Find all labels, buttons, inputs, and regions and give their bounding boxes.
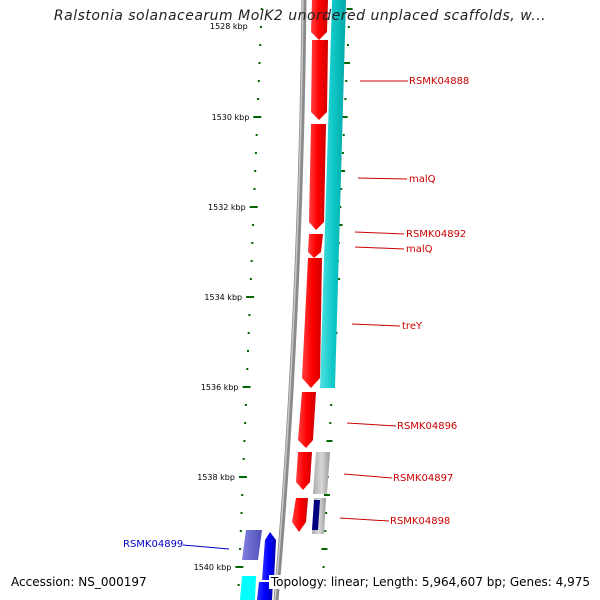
axis-minor-tick bbox=[254, 152, 257, 154]
gene-label-RSMK04896[interactable]: RSMK04896 bbox=[397, 421, 457, 432]
axis-minor-tick bbox=[249, 278, 252, 280]
axis-outer-tick bbox=[341, 116, 348, 118]
axis-major-tick bbox=[242, 386, 251, 388]
axis-outer-tick bbox=[324, 530, 327, 532]
axis-minor-tick bbox=[237, 584, 240, 586]
gene-feature-malQ-1[interactable] bbox=[309, 124, 326, 230]
axis-outer-tick bbox=[323, 494, 330, 496]
axis-minor-tick bbox=[246, 368, 249, 370]
axis-outer-tick bbox=[347, 26, 350, 28]
axis-major-tick bbox=[246, 296, 255, 298]
axis-minor-tick bbox=[250, 260, 253, 262]
axis-outer-tick bbox=[346, 44, 349, 46]
axis-minor-tick bbox=[240, 512, 243, 514]
axis-major-tick bbox=[238, 476, 247, 478]
cds-feature-RSMK04899[interactable] bbox=[240, 576, 256, 600]
sequence-backbone-highlight bbox=[274, 0, 304, 600]
axis-outer-tick bbox=[322, 566, 325, 568]
gene-feature-RSMK04892[interactable] bbox=[308, 234, 323, 258]
gene-feature-RSMK04899-rev[interactable] bbox=[242, 530, 262, 560]
axis-outer-tick bbox=[339, 206, 342, 208]
gene-label-malQ-1[interactable]: malQ bbox=[409, 174, 436, 185]
cds-track bbox=[320, 0, 346, 388]
gene-labels: RSMK04888 malQ RSMK04892 malQ treY RSMK0… bbox=[123, 76, 469, 550]
axis-outer-tick bbox=[321, 548, 328, 550]
axis-minor-tick bbox=[251, 242, 254, 244]
axis-tick-label: 1540 kbp bbox=[194, 563, 232, 572]
axis-outer-tick bbox=[342, 134, 345, 136]
axis-minor-tick bbox=[257, 98, 260, 100]
axis-minor-tick bbox=[239, 548, 242, 550]
axis-minor-tick bbox=[258, 62, 261, 64]
gene-label-treY[interactable]: treY bbox=[402, 321, 423, 332]
axis-minor-tick bbox=[254, 170, 257, 172]
gene-feature-RSMK04899[interactable] bbox=[262, 532, 276, 580]
other-feature-RSMK04897[interactable] bbox=[313, 452, 330, 494]
axis-minor-tick bbox=[252, 224, 255, 226]
axis-minor-tick bbox=[239, 530, 242, 532]
axis-minor-tick bbox=[259, 44, 262, 46]
gene-track bbox=[240, 0, 330, 600]
gene-feature-treY[interactable] bbox=[298, 392, 316, 448]
axis-minor-tick bbox=[241, 494, 244, 496]
gene-label-RSMK04888[interactable]: RSMK04888 bbox=[409, 76, 469, 87]
gene-feature-top[interactable] bbox=[311, 0, 328, 40]
map-title: Ralstonia solanacearum MolK2 unordered u… bbox=[53, 8, 547, 24]
cds-feature[interactable] bbox=[320, 0, 346, 388]
topology-summary: Topology: linear; Length: 5,964,607 bp; … bbox=[268, 575, 592, 589]
axis-major-tick bbox=[249, 206, 258, 208]
gene-feature-RSMK04896[interactable] bbox=[296, 452, 312, 490]
gene-label-RSMK04899[interactable]: RSMK04899 bbox=[123, 539, 183, 550]
axis-outer-tick bbox=[341, 152, 344, 154]
axis-tick-label: 1532 kbp bbox=[208, 203, 246, 212]
axis-outer-tick bbox=[346, 8, 353, 10]
axis-minor-tick bbox=[248, 314, 251, 316]
axis-tick-label-top: 1528 kbp bbox=[210, 22, 248, 31]
axis-outer-tick bbox=[339, 170, 346, 172]
gene-feature-malQ-2[interactable] bbox=[302, 258, 322, 388]
axis-major-ticks: 1528 kbp 1530 kbp 1532 kbp 1534 kbp 1536 kbp… bbox=[194, 22, 262, 572]
axis-outer-tick bbox=[329, 422, 332, 424]
axis-tick-label: 1536 kbp bbox=[201, 383, 239, 392]
axis-outer-tick bbox=[345, 80, 348, 82]
axis-minor-tick bbox=[244, 404, 247, 406]
axis-minor-tick bbox=[257, 80, 260, 82]
axis-outer-tick bbox=[344, 98, 347, 100]
axis-tick-label: 1538 kbp bbox=[197, 473, 235, 482]
accession-text: Accession: NS_000197 bbox=[9, 575, 149, 589]
axis-tick-label: 1534 kbp bbox=[204, 293, 242, 302]
gene-label-RSMK04892[interactable]: RSMK04892 bbox=[406, 229, 466, 240]
axis-minor-tick bbox=[247, 350, 249, 352]
axis-minor-tick bbox=[253, 188, 256, 190]
gene-feature-RSMK04898[interactable] bbox=[312, 500, 320, 530]
axis-outer-tick bbox=[330, 404, 333, 406]
axis-outer-tick bbox=[340, 188, 343, 190]
gene-label-RSMK04898[interactable]: RSMK04898 bbox=[390, 516, 450, 527]
axis-minor-tick bbox=[247, 332, 250, 334]
axis-tick-label: 1530 kbp bbox=[212, 113, 250, 122]
gene-feature-RSMK04897[interactable] bbox=[292, 498, 308, 532]
axis-minor-tick bbox=[260, 8, 263, 10]
gene-label-malQ-2[interactable]: malQ bbox=[406, 244, 433, 255]
axis-major-tick bbox=[235, 566, 244, 568]
axis-minor-tick bbox=[259, 26, 262, 28]
axis-outer-tick bbox=[325, 512, 328, 514]
gene-feature-RSMK04888[interactable] bbox=[311, 40, 328, 120]
sequence-backbone bbox=[273, 0, 307, 600]
axis-minor-tick bbox=[243, 440, 246, 442]
axis-minor-tick bbox=[242, 458, 245, 460]
gene-label-RSMK04897[interactable]: RSMK04897 bbox=[393, 473, 453, 484]
gene-label-lines bbox=[182, 80, 408, 550]
axis-major-tick bbox=[253, 116, 262, 118]
axis-outer-tick bbox=[344, 62, 351, 64]
axis-outer-tick bbox=[326, 440, 333, 442]
axis-minor-tick bbox=[255, 134, 258, 136]
axis-minor-tick bbox=[244, 422, 247, 424]
